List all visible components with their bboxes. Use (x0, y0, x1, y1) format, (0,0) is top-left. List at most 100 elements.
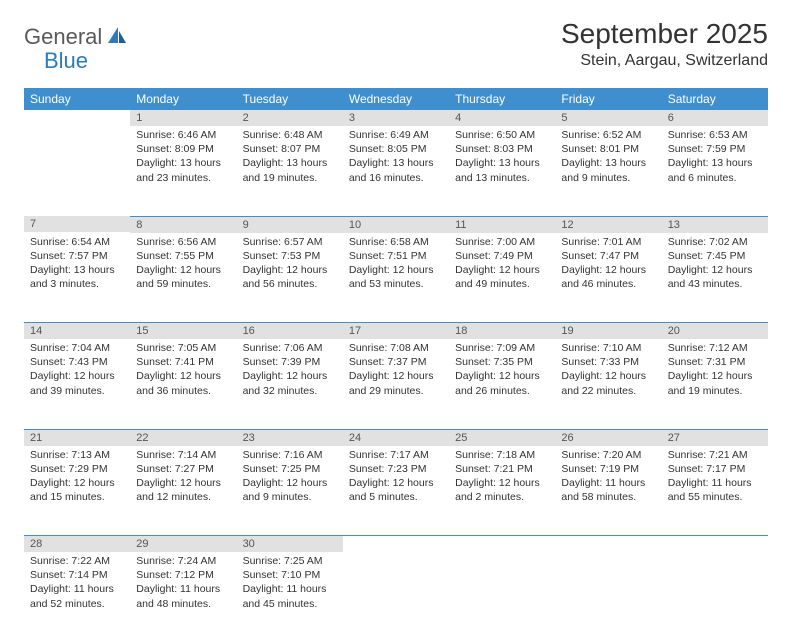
day-detail: Sunrise: 7:06 AMSunset: 7:39 PMDaylight:… (237, 339, 343, 402)
sunrise-text: Sunrise: 7:16 AM (243, 448, 337, 462)
day-detail: Sunrise: 7:00 AMSunset: 7:49 PMDaylight:… (449, 233, 555, 296)
sunrise-text: Sunrise: 6:48 AM (243, 128, 337, 142)
title-block: September 2025 Stein, Aargau, Switzerlan… (561, 18, 768, 70)
sunrise-text: Sunrise: 6:56 AM (136, 235, 230, 249)
day-cell: Sunrise: 6:49 AMSunset: 8:05 PMDaylight:… (343, 126, 449, 216)
day-number: 6 (662, 110, 768, 126)
sunrise-text: Sunrise: 7:17 AM (349, 448, 443, 462)
day-detail: Sunrise: 6:54 AMSunset: 7:57 PMDaylight:… (24, 233, 130, 296)
day-cell: Sunrise: 7:04 AMSunset: 7:43 PMDaylight:… (24, 339, 130, 429)
sunset-text: Sunset: 7:33 PM (561, 355, 655, 369)
daylight-text: Daylight: 12 hours and 19 minutes. (668, 369, 762, 397)
day-cell: Sunrise: 6:57 AMSunset: 7:53 PMDaylight:… (237, 233, 343, 323)
day-number-cell: 9 (237, 216, 343, 233)
calendar-page: General September 2025 Stein, Aargau, Sw… (0, 0, 792, 642)
logo-text-general: General (24, 24, 102, 50)
location-label: Stein, Aargau, Switzerland (561, 52, 768, 70)
daylight-text: Daylight: 12 hours and 49 minutes. (455, 263, 549, 291)
day-detail: Sunrise: 6:48 AMSunset: 8:07 PMDaylight:… (237, 126, 343, 189)
week-number-row: 21222324252627 (24, 429, 768, 446)
sunrise-text: Sunrise: 6:54 AM (30, 235, 124, 249)
col-tuesday: Tuesday (237, 88, 343, 110)
sunrise-text: Sunrise: 7:04 AM (30, 341, 124, 355)
day-number-cell: 15 (130, 323, 236, 340)
logo-sail-icon (106, 25, 128, 50)
sunrise-text: Sunrise: 6:53 AM (668, 128, 762, 142)
day-cell: Sunrise: 7:25 AMSunset: 7:10 PMDaylight:… (237, 552, 343, 642)
week-body-row: Sunrise: 7:04 AMSunset: 7:43 PMDaylight:… (24, 339, 768, 429)
sunrise-text: Sunrise: 7:01 AM (561, 235, 655, 249)
logo-text-blue: Blue (44, 48, 88, 74)
sunrise-text: Sunrise: 7:10 AM (561, 341, 655, 355)
col-friday: Friday (555, 88, 661, 110)
day-number: 28 (24, 536, 130, 552)
sunset-text: Sunset: 7:14 PM (30, 568, 124, 582)
sunset-text: Sunset: 7:12 PM (136, 568, 230, 582)
day-cell: Sunrise: 7:05 AMSunset: 7:41 PMDaylight:… (130, 339, 236, 429)
day-detail: Sunrise: 7:13 AMSunset: 7:29 PMDaylight:… (24, 446, 130, 509)
day-cell (24, 126, 130, 216)
week-body-row: Sunrise: 6:54 AMSunset: 7:57 PM Daylight:… (24, 233, 768, 323)
week-number-row: 14151617181920 (24, 323, 768, 340)
day-number-cell (343, 536, 449, 553)
day-number-cell: 3 (343, 110, 449, 126)
day-number-cell: 5 (555, 110, 661, 126)
daylight-text: Daylight: 13 hours and 16 minutes. (349, 156, 443, 184)
daylight-text: Daylight: 11 hours and 48 minutes. (136, 582, 230, 610)
col-saturday: Saturday (662, 88, 768, 110)
sunset-text: Sunset: 7:49 PM (455, 249, 549, 263)
day-detail: Sunrise: 7:09 AMSunset: 7:35 PMDaylight:… (449, 339, 555, 402)
day-number-cell: 28 (24, 536, 130, 553)
day-cell: Sunrise: 7:01 AMSunset: 7:47 PMDaylight:… (555, 233, 661, 323)
sunset-text: Sunset: 7:35 PM (455, 355, 549, 369)
day-number: 16 (237, 323, 343, 339)
sunrise-text: Sunrise: 7:12 AM (668, 341, 762, 355)
sunrise-text: Sunrise: 7:14 AM (136, 448, 230, 462)
sunset-text: Sunset: 7:10 PM (243, 568, 337, 582)
day-number: 14 (24, 323, 130, 339)
day-detail: Sunrise: 7:21 AMSunset: 7:17 PMDaylight:… (662, 446, 768, 509)
day-number-cell: 24 (343, 429, 449, 446)
day-number-cell: 1 (130, 110, 236, 126)
day-number-cell: 14 (24, 323, 130, 340)
day-cell: Sunrise: 7:16 AMSunset: 7:25 PMDaylight:… (237, 446, 343, 536)
day-number: 18 (449, 323, 555, 339)
day-number-cell: 4 (449, 110, 555, 126)
col-wednesday: Wednesday (343, 88, 449, 110)
day-detail: Sunrise: 7:12 AMSunset: 7:31 PMDaylight:… (662, 339, 768, 402)
daylight-text: Daylight: 11 hours and 45 minutes. (243, 582, 337, 610)
sunset-text: Sunset: 8:01 PM (561, 142, 655, 156)
day-cell (662, 552, 768, 642)
day-number-cell: 27 (662, 429, 768, 446)
day-cell: Sunrise: 7:18 AMSunset: 7:21 PMDaylight:… (449, 446, 555, 536)
day-number-cell: 6 (662, 110, 768, 126)
day-cell: Sunrise: 6:58 AMSunset: 7:51 PMDaylight:… (343, 233, 449, 323)
daylight-text: Daylight: 12 hours and 29 minutes. (349, 369, 443, 397)
day-number: 7 (24, 216, 130, 232)
day-cell: Sunrise: 7:24 AMSunset: 7:12 PMDaylight:… (130, 552, 236, 642)
day-number: 23 (237, 430, 343, 446)
day-number-cell: 23 (237, 429, 343, 446)
sunrise-text: Sunrise: 7:22 AM (30, 554, 124, 568)
day-cell: Sunrise: 7:09 AMSunset: 7:35 PMDaylight:… (449, 339, 555, 429)
daylight-text: Daylight: 13 hours and 13 minutes. (455, 156, 549, 184)
sunrise-text: Sunrise: 6:58 AM (349, 235, 443, 249)
sunrise-text: Sunrise: 6:57 AM (243, 235, 337, 249)
day-detail: Sunrise: 7:17 AMSunset: 7:23 PMDaylight:… (343, 446, 449, 509)
week-body-row: Sunrise: 6:46 AMSunset: 8:09 PMDaylight:… (24, 126, 768, 216)
daylight-text: Daylight: 12 hours and 32 minutes. (243, 369, 337, 397)
sunrise-text: Sunrise: 7:08 AM (349, 341, 443, 355)
week-number-row: 123456 (24, 110, 768, 126)
sunset-text: Sunset: 7:57 PM (30, 249, 124, 263)
calendar-body: 123456Sunrise: 6:46 AMSunset: 8:09 PMDay… (24, 110, 768, 642)
day-number: 20 (662, 323, 768, 339)
day-detail: Sunrise: 7:16 AMSunset: 7:25 PMDaylight:… (237, 446, 343, 509)
day-number-cell: 26 (555, 429, 661, 446)
day-number-cell: 11 (449, 216, 555, 233)
day-cell: Sunrise: 7:10 AMSunset: 7:33 PMDaylight:… (555, 339, 661, 429)
daylight-text: Daylight: 12 hours and 5 minutes. (349, 476, 443, 504)
day-detail: Sunrise: 6:46 AMSunset: 8:09 PMDaylight:… (130, 126, 236, 189)
day-detail: Sunrise: 7:24 AMSunset: 7:12 PMDaylight:… (130, 552, 236, 615)
day-number: 17 (343, 323, 449, 339)
daylight-text: Daylight: 12 hours and 15 minutes. (30, 476, 124, 504)
